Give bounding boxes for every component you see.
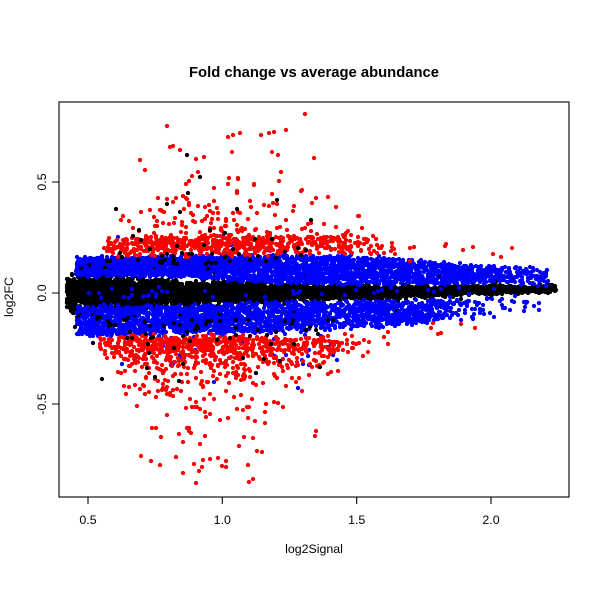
svg-text:2.0: 2.0 <box>482 513 499 527</box>
svg-text:log2FC: log2FC <box>2 277 16 317</box>
svg-text:log2Signal: log2Signal <box>285 542 343 556</box>
svg-text:1.5: 1.5 <box>348 513 365 527</box>
svg-text:0.5: 0.5 <box>79 513 96 527</box>
svg-text:-0.5: -0.5 <box>35 393 49 414</box>
svg-text:Fold change vs average abundan: Fold change vs average abundance <box>189 65 439 81</box>
svg-text:0.0: 0.0 <box>35 284 49 301</box>
svg-text:1.0: 1.0 <box>214 513 231 527</box>
svg-text:0.5: 0.5 <box>35 173 49 190</box>
